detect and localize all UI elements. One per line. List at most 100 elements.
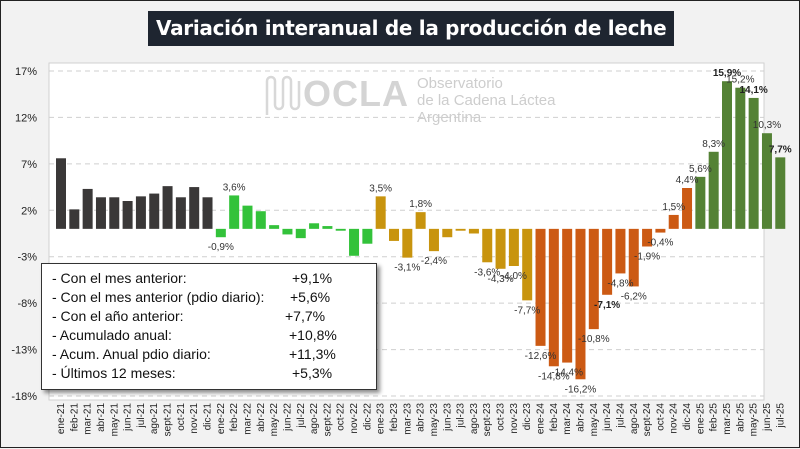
x-tick-label: jun-21 bbox=[123, 403, 134, 432]
bar-feb-21 bbox=[69, 209, 80, 229]
summary-row: - Con el mes anterior (pdio diario): +5,… bbox=[52, 289, 372, 307]
x-axis-ticks: ene-21 feb-21 mar-21 abr-21 may-21 jun-21 jul-… bbox=[56, 403, 786, 437]
bar-dic-22 bbox=[362, 228, 373, 244]
x-tick-label: jul-22 bbox=[296, 403, 307, 429]
bar-jul-25 bbox=[775, 157, 786, 229]
y-tick-label: 2% bbox=[21, 205, 37, 217]
bar-jun-24 bbox=[602, 228, 613, 295]
chart-title: Variación interanual de la producción de… bbox=[148, 11, 675, 46]
x-tick-label: mar-22 bbox=[242, 403, 253, 435]
data-label: 4,4% bbox=[676, 175, 699, 186]
bar-may-22 bbox=[269, 225, 280, 229]
x-tick-label: sept-22 bbox=[322, 403, 333, 437]
x-tick-label: oct-24 bbox=[655, 403, 666, 431]
bar-may-25 bbox=[748, 97, 759, 229]
bar-abr-21 bbox=[95, 197, 106, 229]
summary-box: - Con el mes anterior: +9,1% - Con el me… bbox=[41, 263, 377, 390]
summary-label: - Con el año anterior: bbox=[52, 308, 184, 324]
bar-sept-22 bbox=[322, 226, 333, 229]
x-tick-label: jul-24 bbox=[615, 403, 626, 429]
bar-oct-24 bbox=[655, 228, 666, 233]
data-label: -4,8% bbox=[607, 278, 633, 289]
bar-abr-24 bbox=[575, 228, 586, 380]
bar-ene-21 bbox=[56, 158, 66, 229]
summary-row: - Con el mes anterior: +9,1% bbox=[52, 270, 372, 288]
bar-jul-21 bbox=[135, 196, 146, 229]
x-tick-label: ene-23 bbox=[376, 403, 387, 435]
x-tick-label: may-21 bbox=[109, 403, 120, 437]
summary-label: - Con el mes anterior (pdio diario): bbox=[52, 289, 265, 305]
data-label: 8,3% bbox=[702, 139, 725, 150]
summary-value: +5,6% bbox=[290, 289, 331, 305]
data-label: -1,9% bbox=[634, 252, 660, 263]
x-tick-label: dic-24 bbox=[682, 403, 693, 431]
bar-sept-21 bbox=[162, 186, 173, 229]
bar-nov-23 bbox=[508, 228, 519, 266]
data-label: 3,6% bbox=[223, 182, 246, 193]
data-label: -2,4% bbox=[421, 256, 447, 267]
y-tick-label: -8% bbox=[17, 298, 37, 310]
bar-jun-25 bbox=[761, 133, 772, 229]
data-label: -14,8% bbox=[538, 371, 570, 382]
data-label: 7,7% bbox=[769, 144, 792, 155]
bar-sept-24 bbox=[642, 228, 653, 247]
x-tick-label: jun-25 bbox=[762, 403, 773, 432]
x-tick-label: may-25 bbox=[749, 403, 760, 437]
summary-label: - Últimos 12 meses: bbox=[52, 365, 176, 381]
x-tick-label: mar-24 bbox=[562, 403, 573, 435]
bar-feb-24 bbox=[548, 228, 559, 367]
x-tick-label: oct-22 bbox=[336, 403, 347, 431]
x-tick-label: jul-21 bbox=[136, 403, 147, 429]
x-tick-label: mar-23 bbox=[402, 403, 413, 435]
bar-feb-22 bbox=[229, 195, 240, 229]
bar-jun-22 bbox=[282, 228, 293, 235]
bar-ago-21 bbox=[149, 193, 160, 229]
y-tick-label: -18% bbox=[11, 391, 37, 403]
bar-ago-23 bbox=[468, 228, 479, 234]
summary-value: +7,7% bbox=[285, 308, 326, 324]
x-tick-label: sept-24 bbox=[642, 403, 653, 437]
x-tick-label: feb-24 bbox=[549, 403, 560, 432]
x-tick-label: jun-23 bbox=[442, 403, 453, 432]
bar-feb-25 bbox=[708, 151, 719, 229]
y-tick-label: -13% bbox=[11, 345, 37, 357]
bar-jun-21 bbox=[122, 201, 133, 229]
x-tick-label: feb-23 bbox=[389, 403, 400, 432]
data-label: -6,2% bbox=[621, 291, 647, 302]
bar-abr-22 bbox=[255, 211, 266, 229]
bar-ene-22 bbox=[215, 228, 226, 238]
data-label: 1,8% bbox=[409, 199, 432, 210]
x-tick-label: ago-23 bbox=[469, 403, 480, 435]
data-label: -0,9% bbox=[208, 242, 234, 253]
bar-oct-23 bbox=[495, 228, 506, 269]
data-label: -7,1% bbox=[594, 300, 620, 311]
bar-jul-23 bbox=[455, 228, 466, 231]
bar-nov-22 bbox=[349, 228, 360, 256]
bar-oct-22 bbox=[335, 228, 346, 231]
data-label: -14,4% bbox=[551, 368, 583, 379]
data-label: -7,7% bbox=[514, 305, 540, 316]
data-label: -0,4% bbox=[647, 238, 673, 249]
x-tick-label: jul-23 bbox=[456, 403, 467, 429]
summary-row: - Acumulado anual: +10,8% bbox=[52, 327, 372, 345]
summary-value: +5,3% bbox=[292, 365, 333, 381]
bar-ene-23 bbox=[375, 196, 386, 229]
data-label: -3,1% bbox=[394, 263, 420, 274]
bar-ago-24 bbox=[628, 228, 639, 287]
x-tick-label: ene-25 bbox=[695, 403, 706, 435]
bars bbox=[56, 81, 786, 380]
x-tick-label: feb-22 bbox=[229, 403, 240, 432]
x-tick-label: ago-22 bbox=[309, 403, 320, 435]
y-tick-label: -3% bbox=[17, 252, 37, 264]
x-tick-label: mar-25 bbox=[722, 403, 733, 435]
x-tick-label: may-22 bbox=[269, 403, 280, 437]
y-tick-label: 7% bbox=[21, 159, 37, 171]
summary-label: - Con el mes anterior: bbox=[52, 270, 187, 286]
x-tick-label: nov-23 bbox=[509, 403, 520, 434]
bar-jul-22 bbox=[295, 228, 306, 239]
x-tick-label: dic-22 bbox=[362, 403, 373, 431]
bar-oct-21 bbox=[175, 197, 186, 229]
data-label: -16,2% bbox=[565, 384, 597, 395]
data-label: 15,2% bbox=[726, 75, 754, 86]
bar-jul-24 bbox=[615, 228, 626, 274]
